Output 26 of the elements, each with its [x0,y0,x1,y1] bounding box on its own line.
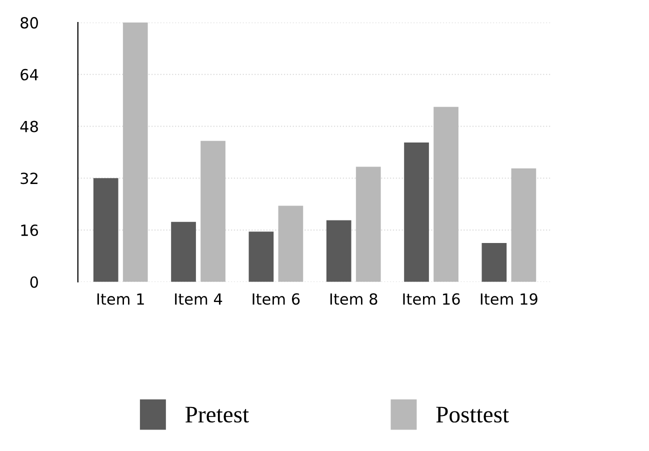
bar [171,222,196,282]
y-tick-label: 32 [20,172,38,184]
x-tick-label: Item 16 [403,293,460,305]
x-tick-label: Item 1 [97,293,144,305]
legend-label: Pretest [185,406,249,423]
bar [511,168,536,282]
bar [93,178,118,282]
bar [434,106,458,282]
x-tick-label: Item 6 [252,293,300,305]
bar [248,232,274,282]
y-tick-label: 0 [30,276,38,288]
x-tick-label: Item 19 [480,293,538,305]
x-tick-label: Item 8 [330,293,378,305]
bar [326,220,352,282]
bar [482,242,507,282]
y-tick-label: 80 [20,17,38,29]
bar [356,166,381,282]
x-tick-label: Item 4 [175,293,222,305]
y-tick-label: 48 [20,120,38,132]
bar [200,140,226,282]
y-tick-label: 64 [20,68,38,80]
bar [404,142,429,282]
bar [122,22,148,282]
bar [278,206,304,282]
y-tick-label: 16 [21,224,38,236]
legend-label: Posttest [436,406,509,423]
